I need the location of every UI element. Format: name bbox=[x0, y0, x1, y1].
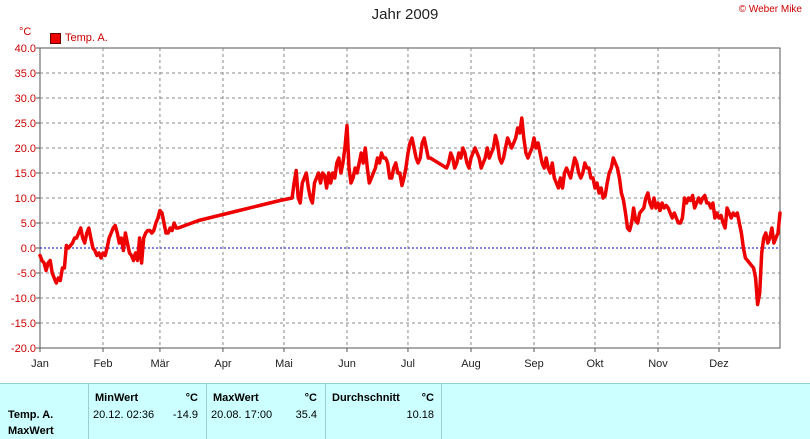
x-tick-label: Mär bbox=[150, 358, 169, 370]
series-line-temp bbox=[38, 116, 782, 307]
y-tick-label: 40.0 bbox=[15, 43, 36, 55]
y-tick-label: -5.0 bbox=[17, 268, 36, 280]
y-tick-label: 10.0 bbox=[15, 193, 36, 205]
y-tick-label: 15.0 bbox=[15, 168, 36, 180]
y-tick-label: 35.0 bbox=[15, 68, 36, 80]
x-tick-label: Okt bbox=[586, 358, 603, 370]
x-tick-label: Dez bbox=[709, 358, 729, 370]
legend-label: Temp. A. bbox=[65, 32, 108, 44]
x-tick-label: Jun bbox=[338, 358, 356, 370]
x-tick-label: Mai bbox=[275, 358, 293, 370]
stats-row-label-sensor: Temp. A. bbox=[8, 409, 54, 421]
stats-panel: Temp. A. MaxWert MinWert °C 20.12. 02:36… bbox=[0, 383, 810, 439]
y-tick-label: 0.0 bbox=[21, 243, 36, 255]
stats-col-max: MaxWert °C 20.08. 17:00 35.4 bbox=[206, 384, 325, 439]
chart-area: Jahr 2009 © Weber Mike °C Temp. A. 40.0 3… bbox=[10, 4, 802, 370]
y-unit-label: °C bbox=[19, 26, 32, 38]
stats-value-avg: 10.18 bbox=[406, 409, 434, 421]
stats-col-min: MinWert °C 20.12. 02:36 -14.9 bbox=[88, 384, 206, 439]
stats-col-avg: Durchschnitt °C 10.18 bbox=[325, 384, 442, 439]
stats-datetime-min: 20.12. 02:36 bbox=[93, 409, 155, 421]
stats-row-labels: Temp. A. MaxWert bbox=[8, 407, 54, 439]
legend-swatch-icon bbox=[50, 32, 61, 44]
stats-header-max: MaxWert bbox=[213, 392, 259, 404]
y-tick-label: 30.0 bbox=[15, 93, 36, 105]
chart-title: Jahr 2009 bbox=[371, 6, 439, 23]
stats-divider bbox=[441, 384, 442, 439]
y-tick-label: -10.0 bbox=[11, 293, 36, 305]
y-tick-label: 20.0 bbox=[15, 143, 36, 155]
stats-value-min: -14.9 bbox=[172, 409, 198, 421]
x-tick-label: Jan bbox=[31, 358, 49, 370]
copyright-label: © Weber Mike bbox=[738, 4, 802, 15]
y-tick-label: 25.0 bbox=[15, 118, 36, 130]
stats-unit-avg: °C bbox=[421, 392, 434, 404]
stats-row-label-type: MaxWert bbox=[8, 425, 54, 437]
plot-frame bbox=[39, 47, 781, 349]
y-tick-label: -15.0 bbox=[11, 318, 36, 330]
stats-datetime-max: 20.08. 17:00 bbox=[211, 409, 273, 421]
y-tick-label: -20.0 bbox=[11, 343, 36, 355]
legend: Temp. A. bbox=[50, 32, 108, 44]
stats-unit-min: °C bbox=[185, 392, 198, 404]
chart-svg: 40.0 35.0 30.0 25.0 20.0 15.0 10.0 5.0 0.0 -5.0 -1… bbox=[11, 43, 782, 370]
stats-header-min: MinWert bbox=[95, 392, 139, 404]
stats-header-avg: Durchschnitt bbox=[332, 392, 400, 404]
x-tick-label: Jul bbox=[401, 358, 415, 370]
stats-unit-max: °C bbox=[304, 392, 317, 404]
x-tick-label: Sep bbox=[524, 358, 544, 370]
x-tick-label: Apr bbox=[214, 358, 231, 370]
stats-value-max: 35.4 bbox=[295, 409, 317, 421]
x-tick-label: Feb bbox=[94, 358, 113, 370]
x-tick-label: Nov bbox=[648, 358, 668, 370]
x-tick-label: Aug bbox=[461, 358, 481, 370]
y-tick-label: 5.0 bbox=[21, 218, 36, 230]
